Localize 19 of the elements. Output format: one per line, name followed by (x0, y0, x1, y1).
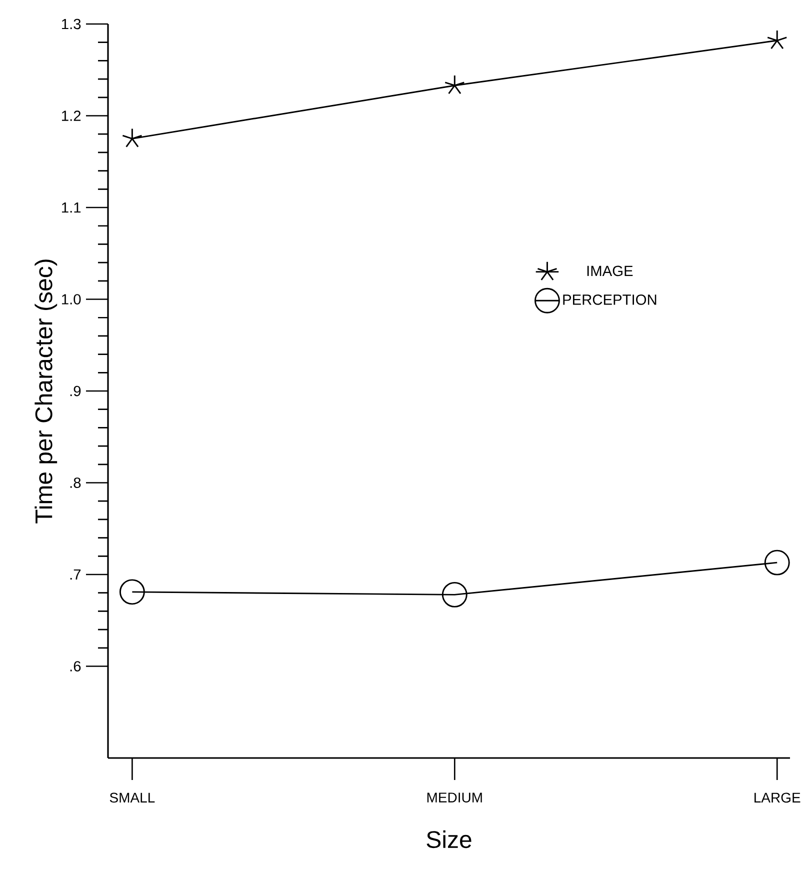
y-axis-title: Time per Character (sec) (34, 260, 58, 524)
y-tick-label: .7 (70, 569, 81, 580)
point (119, 579, 145, 605)
y-tick-label: .9 (70, 386, 81, 396)
x-axis-title: Size (426, 830, 472, 848)
y-tick-label: 1.3 (62, 18, 81, 30)
point (442, 582, 468, 608)
x-tick-label: SMALL (110, 792, 155, 803)
legend-label: PERCEPTION (563, 294, 656, 305)
legend-label: IMAGE (587, 266, 633, 276)
x-tick-label: MEDIUM (427, 792, 482, 802)
y-tick-label: 1.1 (62, 202, 81, 213)
point (764, 550, 790, 576)
y-tick-label: 1.0 (62, 294, 81, 304)
y-tick-label: .6 (70, 661, 81, 672)
x-tick-label: LARGE (754, 792, 800, 803)
y-tick-label: .8 (70, 478, 81, 488)
point (444, 74, 465, 94)
y-tick-label: 1.2 (62, 110, 81, 121)
